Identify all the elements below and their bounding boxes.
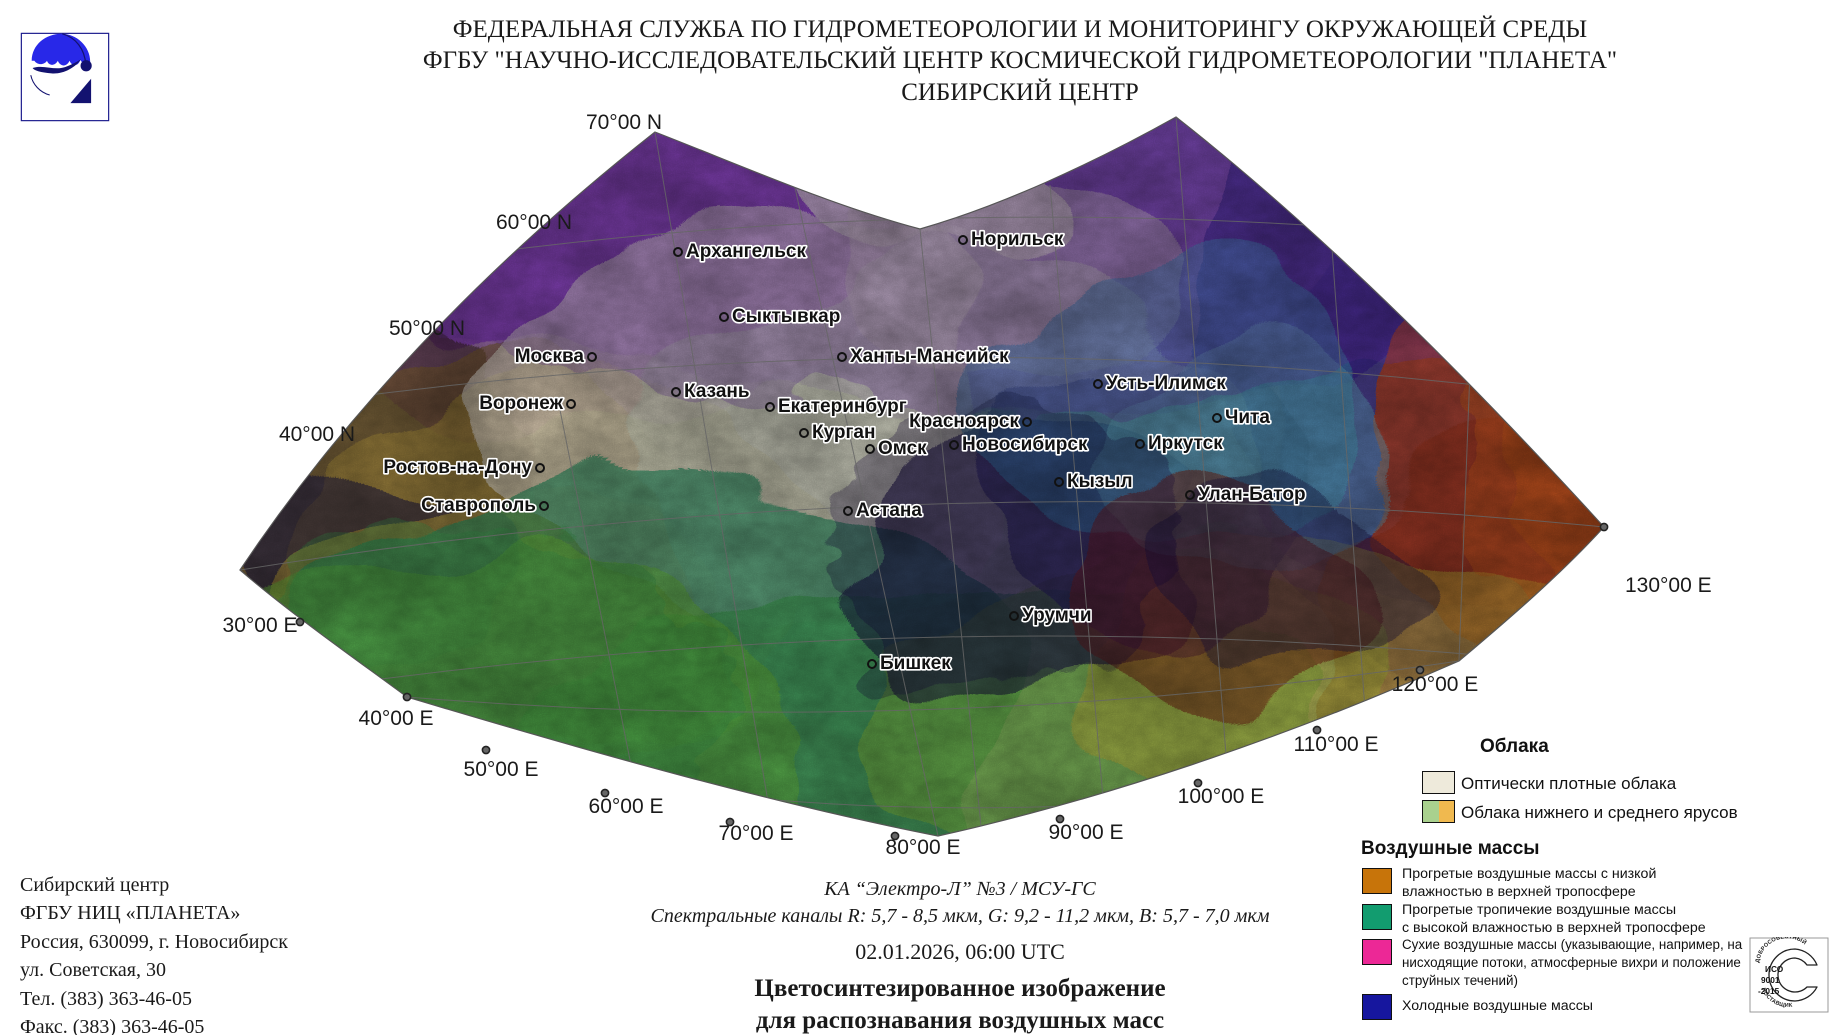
svg-text:-2015: -2015 [1758, 986, 1780, 996]
svg-text:ИСО: ИСО [1765, 964, 1784, 974]
svg-text:9001: 9001 [1761, 975, 1780, 985]
